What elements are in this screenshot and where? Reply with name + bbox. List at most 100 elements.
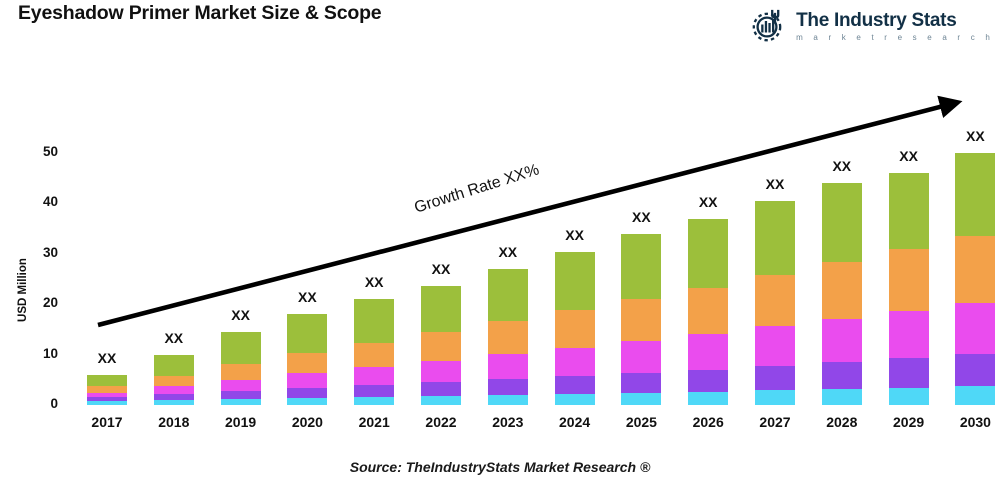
bar-value-label-2029: XX [899,148,918,165]
bar-segment-segment-3[interactable] [821,318,862,363]
bar-stack [821,183,862,405]
bar-segment-segment-5[interactable] [821,183,862,262]
bar-segment-segment-5[interactable] [87,374,127,387]
x-axis-tick-2017: 2017 [91,414,123,430]
bar-stack [554,251,595,405]
logo-tagline: m a r k e t r e s e a r c h [796,32,994,42]
logo-name: The Industry Stats [796,9,957,31]
bar-segment-segment-1[interactable] [888,387,929,405]
bar-segment-segment-1[interactable] [955,386,996,405]
bar-segment-segment-2[interactable] [755,365,795,391]
bar-segment-segment-3[interactable] [421,360,461,382]
bar-segment-segment-1[interactable] [287,397,328,405]
bar-stack [955,153,996,405]
bar-segment-segment-1[interactable] [554,393,595,405]
bar-segment-segment-1[interactable] [421,395,461,405]
bar-value-label-2024: XX [565,226,584,243]
bar-segment-segment-2[interactable] [888,358,929,388]
y-axis-tick-50: 50 [42,144,58,159]
bar-segment-segment-1[interactable] [621,392,662,405]
bar-segment-segment-2[interactable] [554,375,595,394]
bar-segment-segment-4[interactable] [487,321,528,355]
bar-segment-segment-3[interactable] [220,379,261,391]
bar-segment-segment-5[interactable] [153,354,194,376]
bar-segment-segment-4[interactable] [421,332,461,361]
bar-segment-segment-3[interactable] [888,310,929,359]
bar-value-label-2023: XX [498,243,518,260]
bar-segment-segment-4[interactable] [554,310,595,348]
bar-segment-segment-3[interactable] [688,334,729,370]
bar-segment-segment-4[interactable] [888,248,929,311]
bar-segment-segment-2[interactable] [153,393,194,400]
bar-stack [421,286,461,405]
bar-segment-segment-4[interactable] [955,235,996,303]
bar-segment-segment-4[interactable] [354,342,395,367]
x-axis-tick-2023: 2023 [492,414,524,430]
bar-value-label-2028: XX [832,158,852,175]
bar-segment-segment-3[interactable] [755,326,795,366]
bar-segment-segment-2[interactable] [220,390,261,399]
bar-value-label-2025: XX [632,208,651,225]
bar-segment-segment-4[interactable] [755,274,795,327]
bar-segment-segment-3[interactable] [487,354,528,379]
bar-value-label-2020: XX [298,289,317,306]
bar-segment-segment-3[interactable] [87,392,127,398]
bar-value-label-2017: XX [97,349,117,366]
bar-segment-segment-5[interactable] [421,286,461,333]
bar-segment-segment-5[interactable] [621,233,662,300]
bar-segment-segment-3[interactable] [554,347,595,376]
bar-value-label-2022: XX [431,261,451,278]
bar-segment-segment-1[interactable] [755,390,795,405]
bar-segment-segment-1[interactable] [153,399,194,405]
x-axis-tick-2020: 2020 [291,414,323,430]
bar-segment-segment-2[interactable] [287,387,328,398]
bar-segment-segment-2[interactable] [821,362,862,390]
bar-segment-segment-3[interactable] [621,341,662,373]
bar-segment-segment-2[interactable] [955,354,996,387]
bar-segment-segment-2[interactable] [421,381,461,396]
bar-segment-segment-2[interactable] [87,397,127,402]
x-axis-tick-2019: 2019 [225,414,257,430]
bar-value-label-2018: XX [164,329,184,346]
bar-segment-segment-4[interactable] [821,261,862,319]
bar-segment-segment-4[interactable] [220,364,261,380]
bar-segment-segment-2[interactable] [354,384,395,397]
bar-segment-segment-4[interactable] [287,353,328,374]
bar-segment-segment-5[interactable] [955,153,996,236]
bar-segment-segment-5[interactable] [755,200,795,275]
y-axis-tick-30: 30 [42,244,58,260]
bar-segment-segment-5[interactable] [220,331,261,365]
y-axis-tick-10: 10 [42,345,58,361]
bar-segment-segment-1[interactable] [220,398,261,405]
bar-segment-segment-5[interactable] [688,218,729,289]
bar-segment-segment-4[interactable] [621,299,662,341]
bar-segment-segment-5[interactable] [354,299,395,343]
bar-segment-segment-3[interactable] [153,386,194,394]
bar-segment-segment-1[interactable] [354,396,395,405]
bar-segment-segment-2[interactable] [688,369,729,392]
bar-segment-segment-5[interactable] [888,173,929,249]
bar-stack [688,218,729,405]
bar-segment-segment-2[interactable] [621,372,662,393]
bar-stack [487,268,528,405]
y-axis-tick-0: 0 [50,396,58,411]
bar-segment-segment-1[interactable] [821,389,862,405]
bar-value-label-2026: XX [698,193,718,210]
bar-segment-segment-2[interactable] [487,378,528,395]
bar-segment-segment-4[interactable] [688,288,729,335]
bar-segment-segment-3[interactable] [955,302,996,355]
bar-segment-segment-3[interactable] [354,366,395,385]
bar-segment-segment-5[interactable] [487,268,528,322]
bar-segment-segment-4[interactable] [153,375,194,387]
bar-segment-segment-4[interactable] [87,386,127,393]
bar-segment-segment-3[interactable] [287,373,328,388]
bar-segment-segment-5[interactable] [287,314,328,354]
x-axis-tick-2028: 2028 [826,414,858,430]
bar-value-label-2021: XX [364,274,384,291]
bar-stack [888,173,929,405]
bar-segment-segment-1[interactable] [487,394,528,405]
bar-segment-segment-1[interactable] [87,401,127,405]
bar-segment-segment-5[interactable] [554,251,595,311]
bar-segment-segment-1[interactable] [688,391,729,405]
